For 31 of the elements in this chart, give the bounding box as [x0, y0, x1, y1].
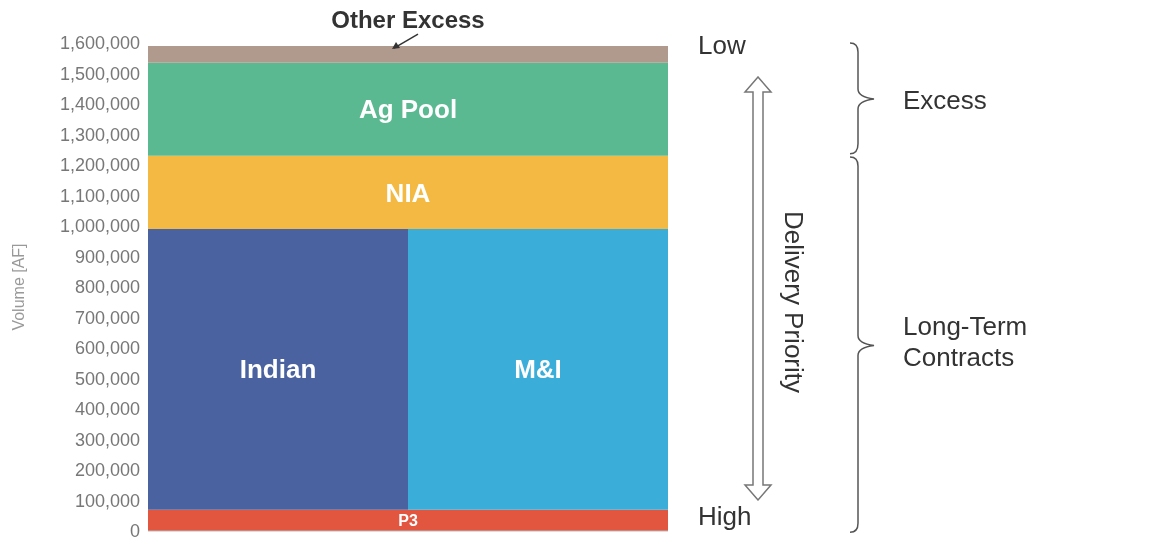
y-tick-label: 1,200,000 [59, 155, 140, 176]
y-tick-label: 200,000 [74, 460, 140, 481]
text: Low [698, 30, 746, 62]
bar [408, 229, 668, 510]
y-tick-label: 400,000 [74, 399, 140, 420]
y-tick-label: 500,000 [74, 368, 140, 389]
series-label: P3 [398, 511, 418, 529]
bar [148, 229, 408, 510]
y-tick-label: 1,100,000 [59, 185, 140, 206]
y-tick-label: 1,500,000 [59, 63, 140, 84]
series-label: M&I [514, 354, 562, 385]
y-tick-label: 600,000 [74, 338, 140, 359]
series-label: Other Excess [331, 6, 485, 34]
y-tick-label: 100,000 [74, 490, 140, 511]
series-label: Indian [239, 354, 317, 385]
text: Long-Term Contracts [903, 311, 1029, 374]
y-tick-label: 700,000 [74, 307, 140, 328]
y-tick-label: 1,600,000 [59, 33, 140, 54]
y-tick-label: 300,000 [74, 429, 140, 450]
y-tick-label: 900,000 [74, 246, 140, 267]
series-label: Ag Pool [358, 94, 458, 125]
y-tick-label: 800,000 [74, 277, 140, 298]
text: Delivery Priority [777, 210, 809, 394]
text: Excess [903, 84, 987, 116]
text: High [698, 501, 752, 532]
series-label: NIA [385, 177, 431, 208]
y-tick-label: 1,300,000 [59, 124, 140, 145]
y-tick-label: 1,400,000 [59, 94, 140, 115]
y-axis-title: Volume [AF] [9, 243, 27, 331]
y-tick-label: 1,000,000 [59, 216, 140, 237]
y-tick-label: 0 [129, 521, 140, 542]
